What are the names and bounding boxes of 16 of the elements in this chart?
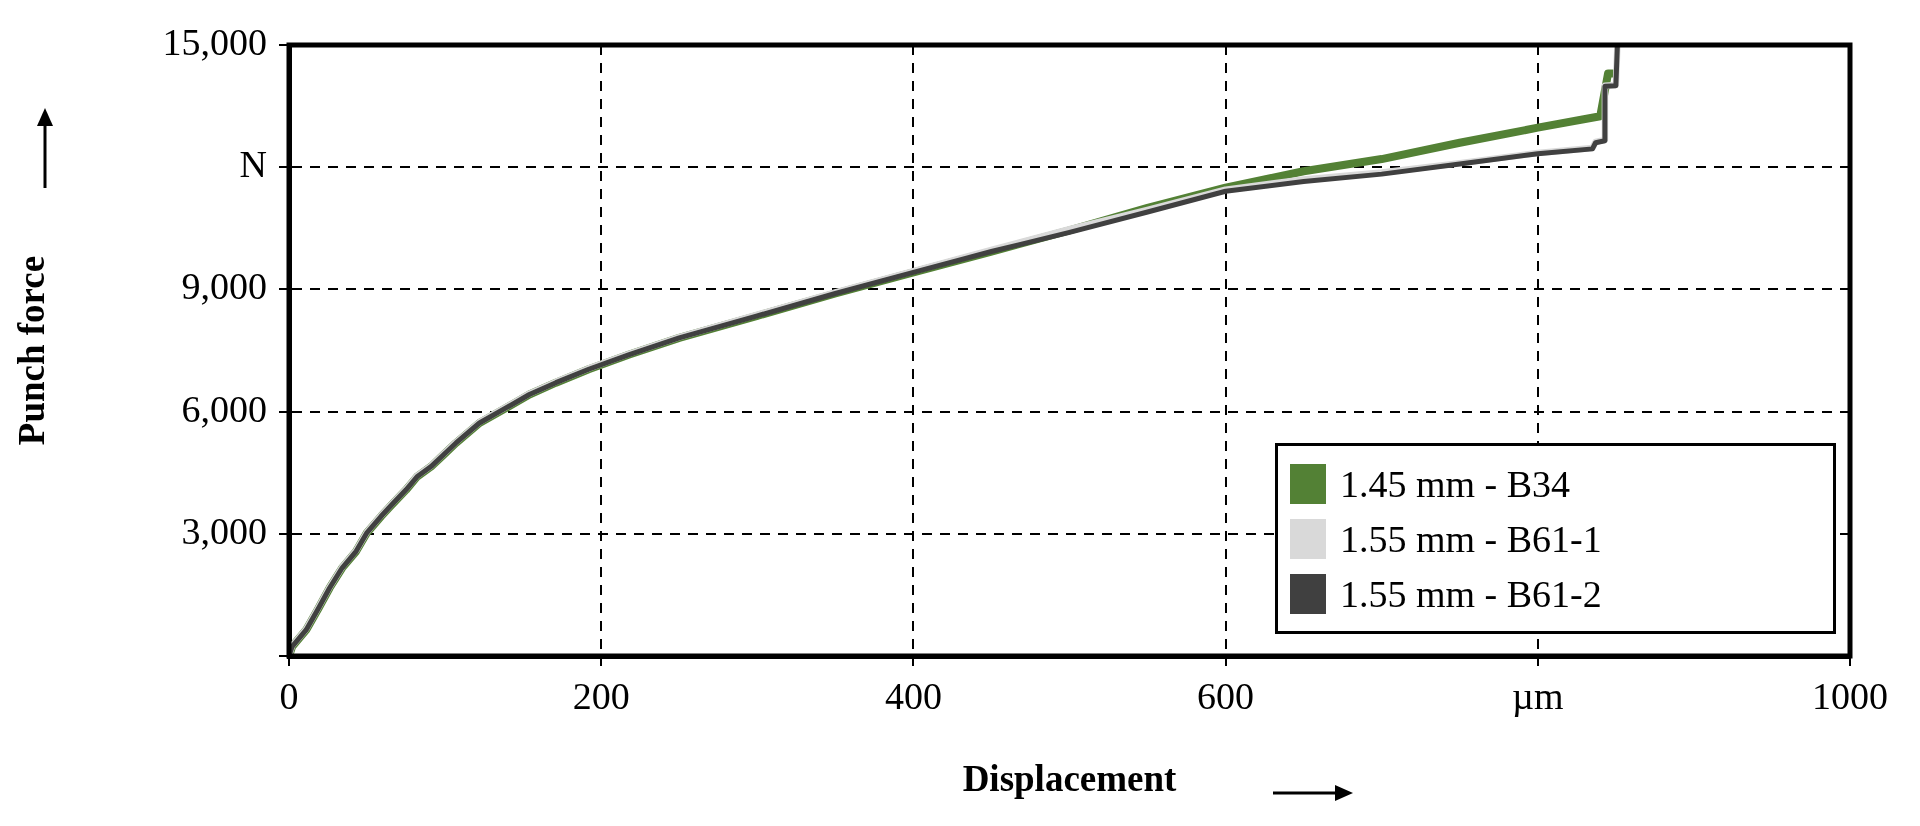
x-tick-label: 400 xyxy=(884,674,942,717)
legend-label: 1.45 mm - B34 xyxy=(1340,461,1571,506)
x-tick-label: 600 xyxy=(1197,674,1255,717)
x-tick-label: 1000 xyxy=(1812,674,1888,717)
y-tick-label: 6,000 xyxy=(181,387,267,430)
y-tick-label: N xyxy=(239,143,267,186)
x-tick-label: 0 xyxy=(279,674,299,717)
x-tick-label: 200 xyxy=(572,674,630,717)
y-axis-title: Punch force xyxy=(10,255,52,446)
legend-label: 1.55 mm - B61-1 xyxy=(1340,516,1602,561)
legend-label: 1.55 mm - B61-2 xyxy=(1340,571,1602,616)
y-tick-label: 15,000 xyxy=(162,20,267,63)
y-tick-label: 3,000 xyxy=(181,509,267,552)
x-tick-label: µm xyxy=(1512,674,1564,717)
x-axis-title: Displacement xyxy=(962,758,1178,800)
y-tick-label: 9,000 xyxy=(181,265,267,308)
